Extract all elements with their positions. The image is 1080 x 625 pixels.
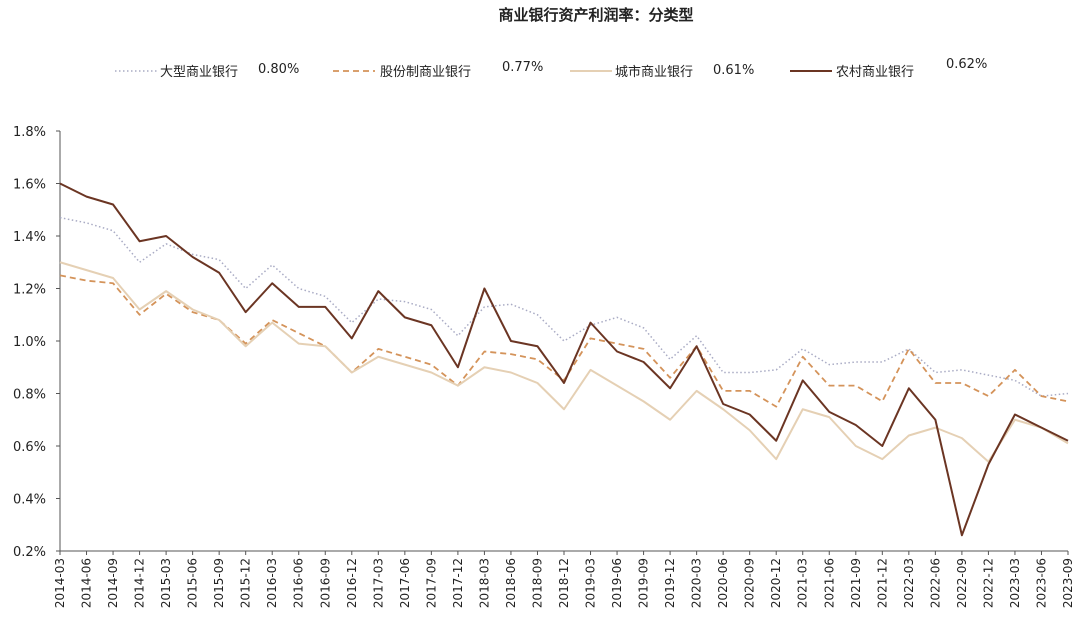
series-layer (59, 182, 1069, 537)
x-tick-label: 2014-06 (80, 558, 94, 608)
x-tick-label: 2019-03 (584, 558, 598, 608)
x-tick-label: 2018-12 (557, 558, 571, 608)
y-tick-label: 1.0% (13, 335, 46, 350)
x-tick-label: 2020-06 (716, 558, 730, 608)
y-tick-label: 1.4% (13, 230, 46, 245)
x-tick-label: 2019-12 (663, 558, 677, 608)
y-tick-label: 0.4% (13, 493, 46, 508)
x-tick-label: 2018-06 (504, 558, 518, 608)
legend-entry-large-banks[interactable]: 大型商业银行 0.80% (115, 62, 299, 80)
y-tick-label: 1.2% (13, 283, 46, 298)
x-tick-label: 2015-06 (186, 558, 200, 608)
legend-entry-rural-banks[interactable]: 农村商业银行 0.62% (790, 57, 987, 80)
legend-value-joint-stock-banks: 0.77% (502, 60, 543, 75)
x-tick-label: 2020-03 (690, 558, 704, 608)
legend-label-city-banks: 城市商业银行 (615, 64, 693, 80)
legend-value-city-banks: 0.61% (713, 63, 754, 78)
y-tick-label: 0.6% (13, 440, 46, 455)
x-tick-label: 2014-12 (133, 558, 147, 608)
x-tick-label: 2021-06 (822, 558, 836, 608)
x-tick-label: 2021-09 (849, 558, 863, 608)
x-tick-label: 2020-09 (743, 558, 757, 608)
x-tick-label: 2016-06 (292, 558, 306, 608)
legend-entry-city-banks[interactable]: 城市商业银行 0.61% (570, 63, 754, 80)
x-tick-label: 2017-06 (398, 558, 412, 608)
legend-label-large-banks: 大型商业银行 (160, 65, 238, 80)
x-tick-label: 2023-09 (1061, 558, 1075, 608)
x-tick-label: 2021-03 (796, 558, 810, 608)
legend-entry-joint-stock-banks[interactable]: 股份制商业银行 0.77% (333, 60, 543, 80)
x-tick-label: 2022-09 (955, 558, 969, 608)
legend-value-rural-banks: 0.62% (946, 57, 987, 72)
series-line-0 (59, 216, 1069, 397)
x-tick-label: 2022-06 (928, 558, 942, 608)
series-line-3 (59, 182, 1069, 537)
x-tick-label: 2019-06 (610, 558, 624, 608)
y-tick-label: 0.8% (13, 388, 46, 403)
legend-value-large-banks: 0.80% (258, 62, 299, 77)
x-tick-label: 2015-09 (212, 558, 226, 608)
x-tick-label: 2017-09 (424, 558, 438, 608)
x-tick-label: 2022-12 (981, 558, 995, 608)
axes: 0.2% 0.4% 0.6% 0.8% 1.0% 1.2% 1.4% 1.6% 1.8% 2014… (13, 125, 1075, 608)
x-tick-label: 2016-03 (265, 558, 279, 608)
x-tick-label: 2022-03 (902, 558, 916, 608)
x-tick-label: 2017-12 (451, 558, 465, 608)
x-tick-label: 2018-03 (477, 558, 491, 608)
x-tick-label: 2016-09 (318, 558, 332, 608)
x-tick-label: 2016-12 (345, 558, 359, 608)
legend-label-rural-banks: 农村商业银行 (836, 65, 914, 80)
series-line-2 (59, 261, 1069, 463)
x-tick-label: 2015-03 (159, 558, 173, 608)
x-tick-label: 2018-09 (530, 558, 544, 608)
y-tick-label: 1.6% (13, 178, 46, 193)
x-tick-label: 2019-09 (637, 558, 651, 608)
legend-label-joint-stock-banks: 股份制商业银行 (380, 65, 471, 80)
y-tick-label: 1.8% (13, 125, 46, 140)
chart-title: 商业银行资产利润率：分类型 (498, 6, 693, 24)
x-tick-label: 2015-12 (239, 558, 253, 608)
x-tick-label: 2021-12 (875, 558, 889, 608)
x-tick-label: 2014-09 (106, 558, 120, 608)
legend: 大型商业银行 0.80% 股份制商业银行 0.77% 城市商业银行 0.61% … (115, 57, 987, 80)
x-tick-label: 2023-06 (1034, 558, 1048, 608)
x-tick-label: 2014-03 (53, 558, 67, 608)
series-line-1 (59, 274, 1069, 408)
x-tick-label: 2023-03 (1008, 558, 1022, 608)
y-tick-label: 0.2% (13, 545, 46, 560)
x-tick-label: 2017-03 (371, 558, 385, 608)
x-tick-label: 2020-12 (769, 558, 783, 608)
